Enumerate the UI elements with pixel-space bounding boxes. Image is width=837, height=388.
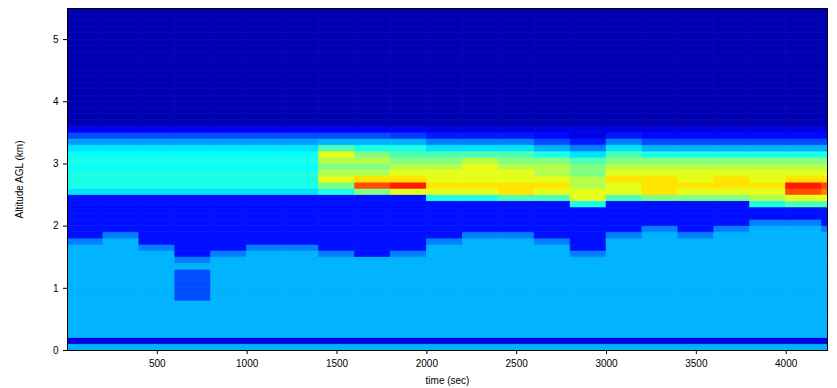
svg-text:3500: 3500 (685, 358, 708, 369)
svg-text:1: 1 (53, 283, 59, 294)
svg-text:500: 500 (149, 358, 166, 369)
svg-text:3000: 3000 (595, 358, 618, 369)
svg-text:2000: 2000 (416, 358, 439, 369)
svg-text:2500: 2500 (506, 358, 529, 369)
svg-text:4000: 4000 (775, 358, 798, 369)
svg-text:time (sec): time (sec) (426, 375, 470, 386)
svg-text:3: 3 (53, 158, 59, 169)
svg-text:1000: 1000 (236, 358, 259, 369)
svg-text:4: 4 (53, 96, 59, 107)
svg-text:5: 5 (53, 34, 59, 45)
svg-text:0: 0 (53, 345, 59, 356)
svg-text:2: 2 (53, 220, 59, 231)
svg-text:1500: 1500 (326, 358, 349, 369)
svg-text:Altitude AGL (km): Altitude AGL (km) (14, 141, 25, 219)
